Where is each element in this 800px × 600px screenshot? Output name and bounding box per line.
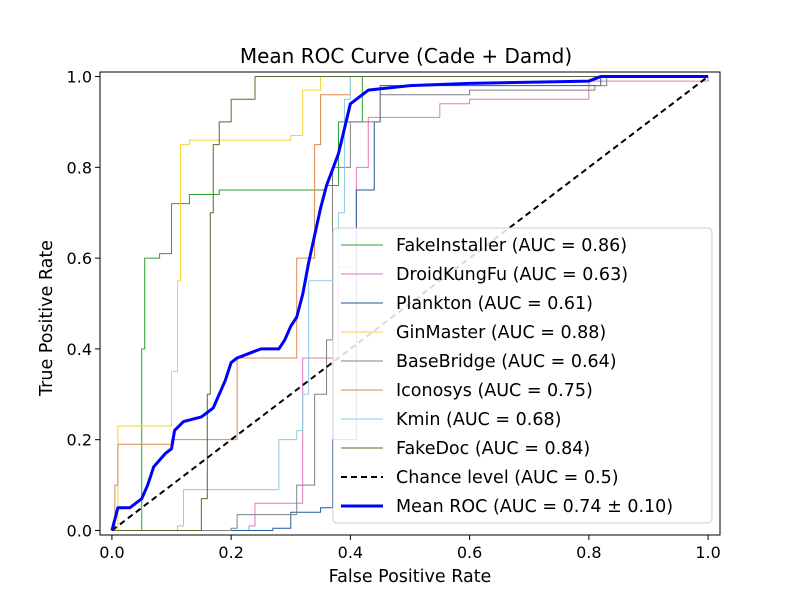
legend-box bbox=[332, 227, 713, 524]
legend-label-plankton: Plankton (AUC = 0.61) bbox=[396, 294, 593, 314]
legend-label-basebridge: BaseBridge (AUC = 0.64) bbox=[396, 352, 617, 372]
y-tick-label: 0.2 bbox=[67, 431, 92, 450]
y-tick-label: 0.0 bbox=[67, 521, 92, 540]
legend-label-ginmaster: GinMaster (AUC = 0.88) bbox=[396, 323, 606, 343]
y-tick-label: 0.6 bbox=[67, 249, 92, 268]
series-line-basebridge bbox=[111, 76, 709, 531]
series-line-kmin bbox=[111, 76, 709, 531]
x-tick-label: 0.4 bbox=[338, 543, 363, 562]
x-tick-label: 0.0 bbox=[99, 543, 124, 562]
y-tick-label: 0.8 bbox=[67, 158, 92, 177]
series-line-iconosys bbox=[111, 76, 709, 531]
y-tick-label: 1.0 bbox=[67, 68, 92, 87]
legend-label-mean-roc: Mean ROC (AUC = 0.74 ± 0.10) bbox=[396, 497, 673, 517]
plot-frame bbox=[99, 71, 721, 536]
chart-title: Mean ROC Curve (Cade + Damd) bbox=[240, 44, 572, 68]
legend-label-iconosys: Iconosys (AUC = 0.75) bbox=[396, 381, 593, 401]
legend-label-chance-level: Chance level (AUC = 0.5) bbox=[396, 468, 619, 488]
x-tick-label: 0.2 bbox=[218, 543, 243, 562]
series-line-fakedoc bbox=[111, 76, 709, 531]
x-axis-title: False Positive Rate bbox=[329, 567, 492, 587]
legend-label-droidkungfu: DroidKungFu (AUC = 0.63) bbox=[396, 265, 628, 285]
y-axis-title: True Positive Rate bbox=[37, 240, 57, 397]
legend-label-kmin: Kmin (AUC = 0.68) bbox=[396, 410, 561, 430]
x-tick-label: 0.6 bbox=[457, 543, 482, 562]
x-tick-label: 1.0 bbox=[695, 543, 720, 562]
series-line-ginmaster bbox=[111, 76, 709, 531]
legend-label-fakeinstaller: FakeInstaller (AUC = 0.86) bbox=[396, 236, 627, 256]
series-line-mean-roc bbox=[110, 75, 709, 531]
y-tick-label: 0.4 bbox=[67, 340, 92, 359]
axis-ticks: 0.0 0.2 0.4 0.6 0.8 1.0 0.0 0.2 0.4 0.6 0.8 1.0 bbox=[67, 68, 721, 562]
x-tick-label: 0.8 bbox=[576, 543, 601, 562]
legend-label-fakedoc: FakeDoc (AUC = 0.84) bbox=[396, 439, 590, 459]
legend: FakeInstaller (AUC = 0.86) DroidKungFu (A… bbox=[332, 227, 713, 524]
